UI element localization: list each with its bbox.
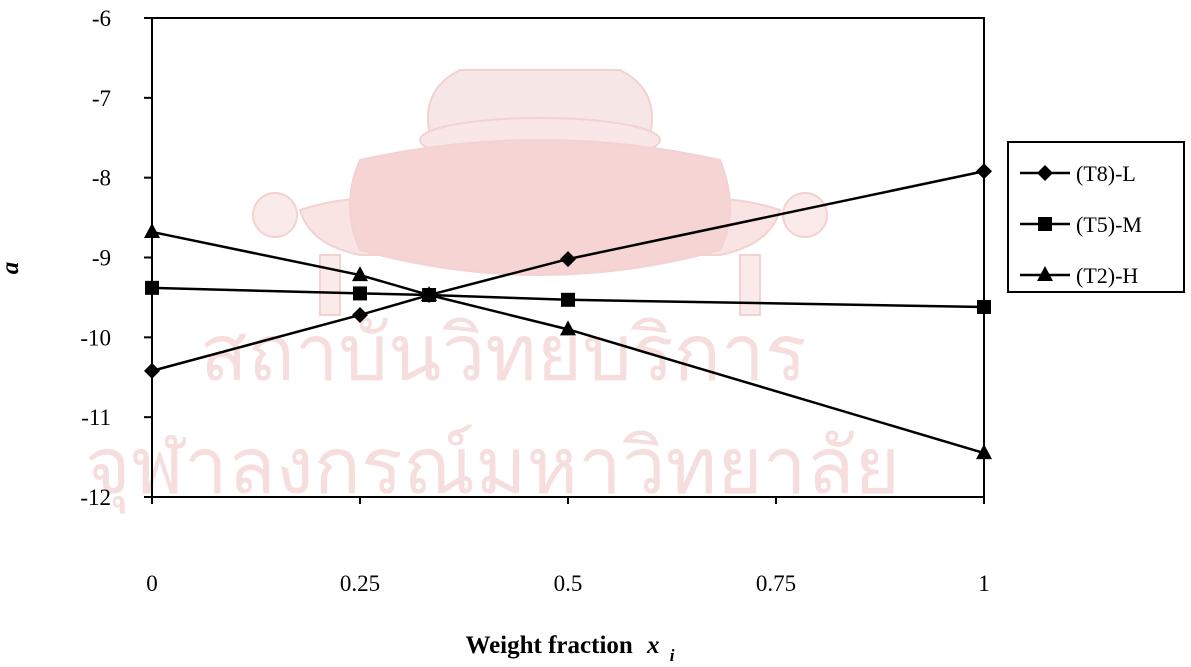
- data-point-t2-h: [352, 266, 368, 282]
- data-point-t2-h: [976, 444, 992, 460]
- data-point-t5-m: [145, 280, 159, 295]
- legend-item-t5-m: (T5)-M: [1020, 212, 1142, 237]
- y-axis-title: a: [0, 262, 24, 275]
- x-tick-label: 0.25: [340, 571, 380, 596]
- legend-label: (T8)-L: [1076, 161, 1136, 186]
- y-tick-label: -8: [92, 166, 111, 191]
- x-axis-title: Weight fraction x i: [465, 632, 674, 665]
- data-point-t2-h: [421, 286, 438, 302]
- legend-marker-t8-l: [1037, 165, 1053, 181]
- y-tick-label: -6: [92, 6, 111, 31]
- data-point-t8-l: [144, 362, 160, 379]
- data-point-t5-m: [977, 299, 991, 314]
- legend-item-t2-h: (T2)-H: [1020, 263, 1138, 288]
- legend-box: [1007, 141, 1185, 293]
- x-tick-label: 0: [146, 571, 158, 596]
- series-layer: [144, 163, 992, 460]
- series-t2-h: [144, 222, 992, 460]
- y-tick-label: -7: [92, 86, 111, 111]
- x-axis: 0 0.25 0.5 0.75 1: [146, 497, 990, 596]
- legend-label: (T5)-M: [1076, 212, 1142, 237]
- data-point-t2-h: [144, 222, 160, 238]
- y-tick-label: -12: [80, 485, 111, 510]
- data-point-t8-l: [352, 306, 368, 323]
- y-tick-label: -11: [81, 405, 111, 430]
- y-axis: -6 -7 -8 -9 -10 -11 -12: [80, 6, 152, 510]
- legend-item-t8-l: (T8)-L: [1020, 161, 1136, 186]
- watermark: สถาบันวิทยบริการ จุฬาลงกรณ์มหาวิทยาลัย: [85, 69, 900, 514]
- x-axis-title-symbol: x: [646, 632, 660, 659]
- university-emblem: [252, 69, 828, 316]
- data-point-t8-l: [560, 251, 576, 268]
- x-axis-title-text: Weight fraction: [465, 632, 632, 659]
- data-point-t5-m: [353, 286, 367, 301]
- data-point-t5-m: [561, 292, 575, 307]
- x-tick-label: 0.75: [756, 571, 796, 596]
- y-tick-label: -10: [80, 325, 111, 350]
- data-point-t8-l: [976, 163, 992, 180]
- x-tick-label: 0.5: [554, 571, 583, 596]
- x-axis-title-subscript: i: [670, 646, 675, 665]
- y-tick-label: -9: [92, 246, 111, 271]
- watermark-line-2: จุฬาลงกรณ์มหาวิทยาลัย: [85, 422, 900, 514]
- data-point-t2-h: [560, 320, 576, 336]
- x-tick-label: 1: [978, 571, 990, 596]
- legend: (T8)-L (T5)-M (T2)-H: [1007, 141, 1185, 293]
- legend-marker-t5-m: [1038, 217, 1052, 231]
- watermark-line-1: สถาบันวิทยบริการ: [200, 309, 807, 399]
- legend-label: (T2)-H: [1076, 263, 1138, 288]
- legend-marker-t2-h: [1037, 266, 1053, 281]
